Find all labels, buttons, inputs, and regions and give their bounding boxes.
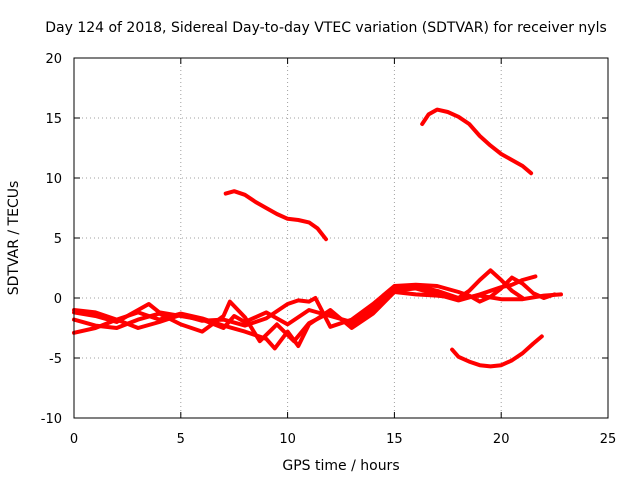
x-tick-label: 5 <box>177 432 185 447</box>
y-tick-label: 0 <box>54 292 62 307</box>
x-tick-label: 20 <box>493 432 510 447</box>
y-tick-label: 20 <box>45 52 62 67</box>
series-line-cluster-4 <box>72 275 557 330</box>
x-axis-label: GPS time / hours <box>282 458 399 474</box>
series-line-low-arc <box>450 334 544 369</box>
series-layer <box>72 107 563 369</box>
chart-title: Day 124 of 2018, Sidereal Day-to-day VTE… <box>45 20 607 36</box>
grid-layer <box>74 58 608 418</box>
x-tick-label: 25 <box>600 432 617 447</box>
y-tick-label: -5 <box>49 352 62 367</box>
x-tick-label: 0 <box>70 432 78 447</box>
tick-layer: 0 5 10 15 20 25 -10 -5 0 5 10 15 20 <box>41 52 617 447</box>
x-tick-label: 10 <box>279 432 296 447</box>
y-tick-label: 15 <box>45 112 62 127</box>
x-tick-label: 15 <box>386 432 403 447</box>
y-tick-label: 5 <box>54 232 62 247</box>
y-tick-label: 10 <box>45 172 62 187</box>
series-line-high-arc-1 <box>223 189 328 242</box>
y-axis-label: SDTVAR / TECUs <box>6 181 22 296</box>
y-tick-label: -10 <box>41 412 62 427</box>
series-line-high-arc-2 <box>420 107 534 176</box>
